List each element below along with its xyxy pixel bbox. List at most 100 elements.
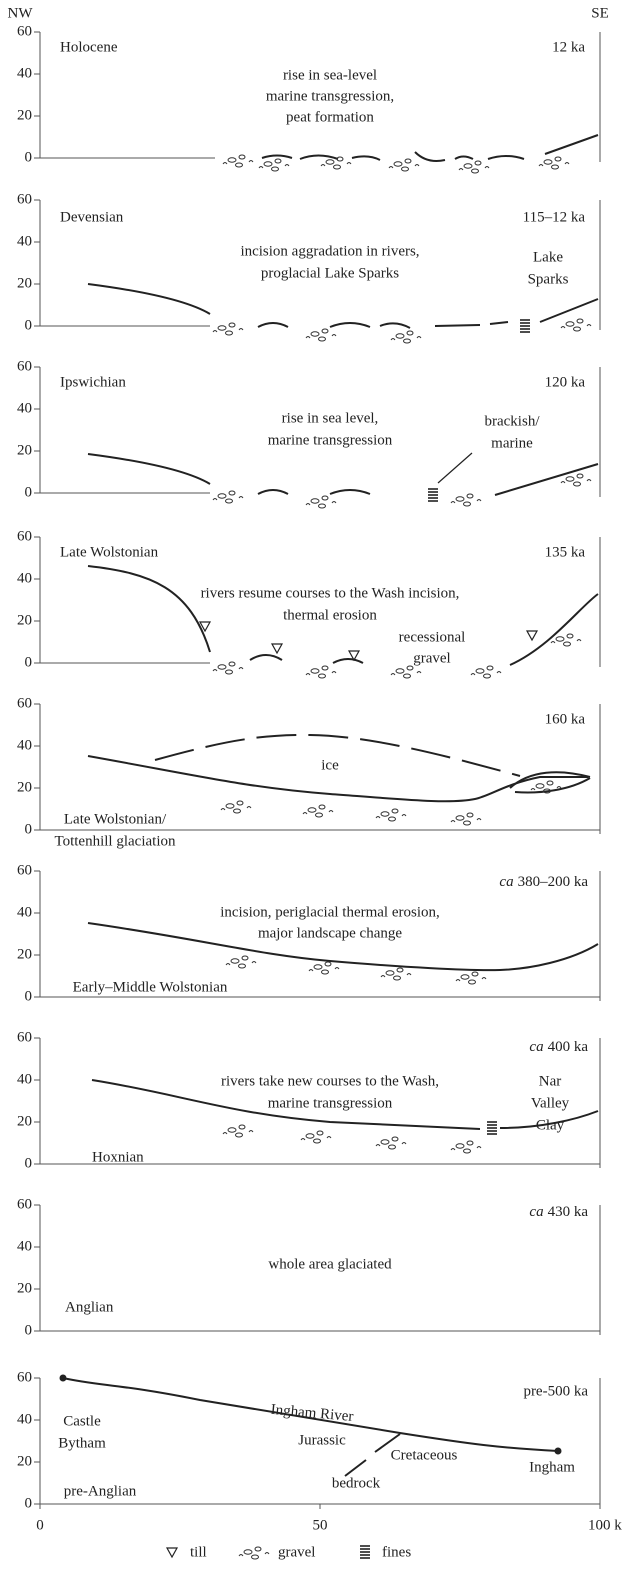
profile	[87, 922, 599, 972]
y-tick-label: 0	[25, 821, 33, 837]
y-tick-label: 40	[17, 1071, 32, 1087]
note: rivers take new courses to the Wash,	[221, 1073, 439, 1089]
y-tick-label: 0	[25, 1322, 33, 1338]
stage: Early–Middle Wolstonian	[73, 979, 228, 995]
age-value: 400 ka	[548, 1039, 589, 1055]
y-tick-label: 60	[17, 23, 32, 39]
note: incision, periglacial thermal erosion,	[220, 904, 440, 920]
legend-label: fines	[382, 1544, 411, 1560]
stage: Late Wolstonian	[60, 544, 159, 560]
y-tick-label: 20	[17, 442, 32, 458]
river-label: Ingham River	[270, 1402, 354, 1425]
panel: pre-500 ka Ingham River Castle Bytham Ju…	[17, 1369, 601, 1511]
note: major landscape change	[258, 925, 402, 941]
y-tick-label: 60	[17, 862, 32, 878]
note: peat formation	[286, 109, 374, 125]
note: marine transgression	[268, 1095, 393, 1111]
rock: Cretaceous	[391, 1447, 458, 1463]
stage: pre-Anglian	[64, 1483, 137, 1499]
ice-surface	[154, 733, 521, 777]
age: ca 400 ka	[529, 1039, 588, 1055]
age: 120 ka	[545, 374, 586, 390]
profile	[87, 283, 599, 329]
x-tick-label: 0	[36, 1517, 44, 1533]
y-tick-label: 40	[17, 1411, 32, 1427]
profile	[87, 453, 599, 496]
y-tick-label: 60	[17, 1369, 32, 1385]
age: ca 380–200 ka	[499, 874, 588, 890]
leader	[437, 452, 473, 484]
stage: Holocene	[60, 39, 118, 55]
y-tick-label: 0	[25, 988, 33, 1004]
y-tick-label: 20	[17, 946, 32, 962]
y-tick-label: 20	[17, 779, 32, 795]
y-tick-label: 20	[17, 1453, 32, 1469]
legend-label: gravel	[278, 1544, 315, 1560]
callout: Valley	[531, 1095, 570, 1111]
age: pre-500 ka	[523, 1383, 588, 1399]
age-value: 430 ka	[548, 1204, 589, 1220]
stage: Tottenhill glaciation	[54, 833, 176, 849]
age: 135 ka	[545, 544, 586, 560]
note: rise in sea-level	[283, 67, 377, 83]
y-tick-label: 60	[17, 191, 32, 207]
y-tick-label: 40	[17, 65, 32, 81]
rock: bedrock	[332, 1475, 381, 1491]
stage: Late Wolstonian/	[64, 811, 167, 827]
stage: Hoxnian	[92, 1149, 144, 1165]
legend-label: till	[190, 1544, 207, 1560]
y-tick-label: 60	[17, 695, 32, 711]
y-tick-label: 0	[25, 317, 33, 333]
place: Bytham	[58, 1435, 106, 1451]
panel: ca 430 ka whole area glaciated Anglian 60…	[17, 1196, 601, 1338]
place: Castle	[63, 1413, 101, 1429]
profile	[91, 1079, 599, 1130]
callout: marine	[491, 435, 533, 451]
panel: Ipswichian 120 ka rise in sea level, mar…	[17, 358, 601, 509]
y-tick-label: 20	[17, 1113, 32, 1129]
y-tick-label: 60	[17, 358, 32, 374]
note: proglacial Lake Sparks	[261, 265, 399, 281]
note: rivers resume courses to the Wash incisi…	[201, 585, 460, 601]
y-tick-label: 0	[25, 1155, 33, 1171]
age: 12 ka	[552, 39, 585, 55]
note: incision aggradation in rivers,	[240, 243, 419, 259]
rock: Jurassic	[298, 1432, 346, 1448]
compass-nw: NW	[8, 5, 34, 21]
place: Ingham	[529, 1459, 575, 1475]
y-tick-label: 60	[17, 1196, 32, 1212]
y-tick-label: 0	[25, 1495, 33, 1511]
callout: gravel	[413, 650, 450, 666]
note: thermal erosion	[283, 607, 377, 623]
age-qualifier: ca	[499, 874, 513, 890]
y-tick-label: 20	[17, 107, 32, 123]
x-tick-label: 100 km	[588, 1517, 622, 1533]
panel: Devensian 115–12 ka incision aggradation…	[17, 191, 601, 344]
note: marine transgression	[268, 432, 393, 448]
y-tick-label: 0	[25, 484, 33, 500]
y-tick-label: 60	[17, 528, 32, 544]
note: marine transgression,	[266, 88, 394, 104]
age-value: 380–200 ka	[518, 874, 589, 890]
note: ice	[321, 757, 339, 773]
y-tick-label: 40	[17, 904, 32, 920]
y-tick-label: 40	[17, 1238, 32, 1254]
ice-margin	[509, 771, 591, 794]
y-tick-label: 20	[17, 275, 32, 291]
y-tick-label: 20	[17, 612, 32, 628]
stage: Devensian	[60, 209, 124, 225]
age: ca 430 ka	[529, 1204, 588, 1220]
panel: Late Wolstonian 135 ka rivers resume cou…	[17, 528, 601, 679]
point	[59, 1374, 67, 1382]
callout: recessional	[399, 629, 466, 645]
note: whole area glaciated	[268, 1256, 392, 1272]
legend: till gravel fines	[166, 1544, 411, 1560]
point	[554, 1447, 562, 1455]
note: rise in sea level,	[282, 410, 379, 426]
stage: Ipswichian	[60, 374, 126, 390]
age-qualifier: ca	[529, 1039, 543, 1055]
panel: ca 380–200 ka incision, periglacial therm…	[17, 862, 601, 1004]
callout: Lake	[533, 249, 563, 265]
callout: Clay	[536, 1117, 565, 1133]
